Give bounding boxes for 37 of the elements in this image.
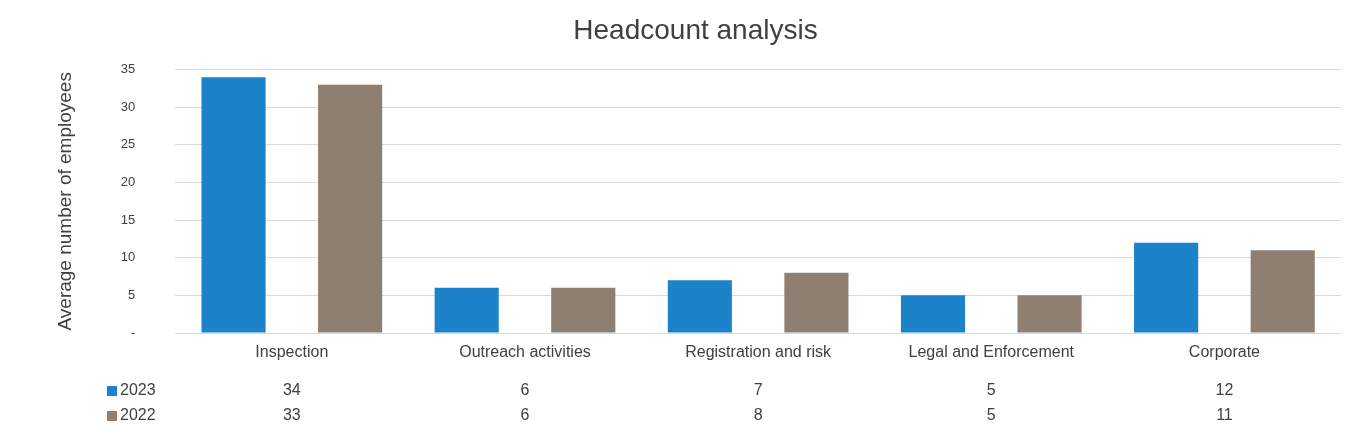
data-label: 34 [282,381,301,399]
bar [318,84,383,333]
bar [667,280,732,333]
bar [784,272,849,333]
y-tick-label: 10 [120,249,136,265]
bar [201,77,266,333]
data-label: 5 [986,406,996,424]
data-label: 5 [986,381,996,399]
y-tick-label: - [130,324,136,340]
data-label: 11 [1216,406,1233,424]
bar [1017,295,1082,333]
bar [900,295,966,333]
data-label: 8 [753,406,763,424]
bar [551,287,616,333]
y-tick-label: 5 [128,286,136,302]
x-tick-label: Corporate [1188,343,1261,361]
bar [434,287,499,333]
data-label: 6 [520,406,530,424]
data-label: 7 [753,381,763,399]
y-axis-title: Average number of employees [53,72,75,331]
x-tick-label: Registration and risk [685,343,833,361]
data-label: 33 [282,406,301,424]
bar [1250,250,1315,333]
y-tick-label: 30 [120,98,136,114]
x-tick-label: Legal and Enforcement [908,343,1075,361]
legend-label: 2022 [120,406,156,424]
bar [1134,242,1199,333]
legend-label: 2023 [120,381,156,399]
data-label: 6 [520,381,530,399]
x-tick-label: Outreach activities [459,343,591,361]
data-label: 12 [1215,381,1234,399]
chart-title: Headcount analysis [573,13,818,45]
y-tick-label: 20 [120,174,136,190]
y-tick-label: 25 [120,136,136,152]
x-tick-label: Inspection [255,343,329,361]
y-tick-label: 15 [120,211,136,227]
y-tick-label: 35 [120,61,136,77]
